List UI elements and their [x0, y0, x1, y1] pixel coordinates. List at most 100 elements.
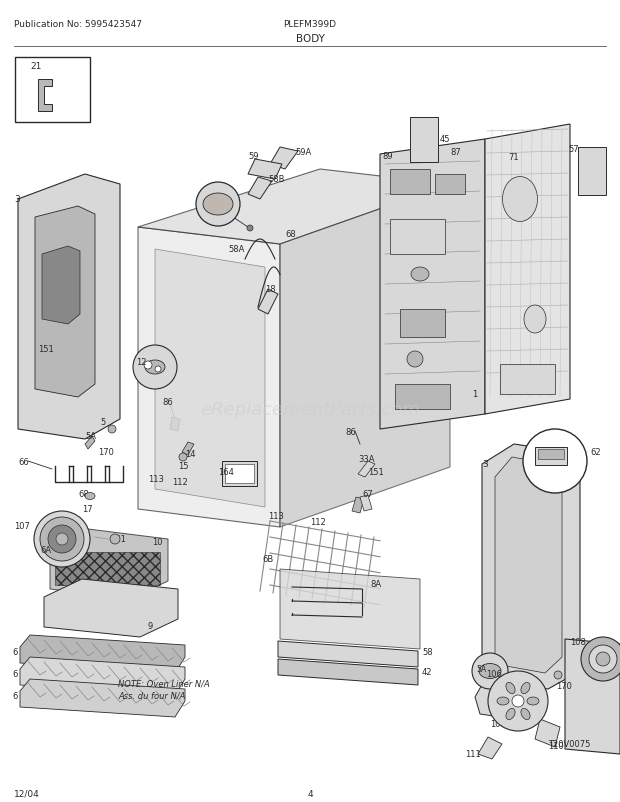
- Ellipse shape: [521, 708, 530, 719]
- Bar: [225, 464, 254, 484]
- Circle shape: [108, 426, 116, 433]
- Circle shape: [523, 429, 587, 493]
- Text: 86: 86: [162, 398, 173, 407]
- Text: 10: 10: [152, 537, 162, 546]
- Text: 6: 6: [12, 647, 17, 656]
- Circle shape: [247, 225, 253, 232]
- Polygon shape: [42, 247, 80, 325]
- Text: eReplacementParts.com: eReplacementParts.com: [200, 400, 420, 419]
- Polygon shape: [485, 125, 570, 415]
- Text: 58: 58: [422, 647, 433, 656]
- Text: 151: 151: [38, 345, 54, 354]
- Text: 58A: 58A: [228, 245, 244, 253]
- Text: 6A: 6A: [40, 545, 51, 554]
- Polygon shape: [20, 635, 185, 673]
- Polygon shape: [138, 228, 280, 528]
- Bar: [500, 365, 555, 395]
- Text: 164: 164: [218, 468, 234, 476]
- Ellipse shape: [527, 697, 539, 705]
- Ellipse shape: [502, 177, 538, 222]
- Text: 6B: 6B: [262, 554, 273, 563]
- Text: 12: 12: [136, 358, 146, 367]
- Polygon shape: [35, 207, 95, 398]
- Bar: [222, 461, 257, 486]
- Circle shape: [56, 533, 68, 545]
- Circle shape: [504, 675, 512, 683]
- Polygon shape: [18, 175, 120, 439]
- Text: Publication No: 5995423547: Publication No: 5995423547: [14, 20, 142, 29]
- Polygon shape: [380, 140, 485, 429]
- Polygon shape: [170, 418, 180, 431]
- Text: 87: 87: [450, 148, 461, 157]
- Bar: [410, 118, 438, 163]
- Polygon shape: [248, 178, 272, 200]
- Text: 68: 68: [78, 489, 89, 498]
- Circle shape: [110, 534, 120, 545]
- Text: 62: 62: [590, 448, 601, 456]
- Circle shape: [407, 351, 423, 367]
- Bar: [55, 553, 160, 585]
- Text: 68: 68: [285, 229, 296, 239]
- Circle shape: [488, 671, 548, 731]
- Polygon shape: [38, 80, 52, 111]
- Bar: [390, 170, 430, 195]
- Circle shape: [596, 652, 610, 666]
- Polygon shape: [182, 443, 194, 456]
- Polygon shape: [280, 569, 420, 649]
- Text: 151: 151: [368, 468, 384, 476]
- Polygon shape: [20, 657, 185, 695]
- Polygon shape: [138, 170, 450, 245]
- Circle shape: [589, 645, 617, 673]
- Polygon shape: [20, 679, 185, 717]
- Text: 57: 57: [568, 145, 578, 154]
- Text: PLEFM399D: PLEFM399D: [283, 20, 337, 29]
- Circle shape: [472, 653, 508, 689]
- Polygon shape: [535, 719, 560, 747]
- Text: 1: 1: [472, 390, 477, 399]
- Text: 12/04: 12/04: [14, 789, 40, 798]
- Ellipse shape: [203, 194, 233, 216]
- Circle shape: [144, 362, 152, 370]
- Bar: [535, 448, 567, 465]
- Text: 17: 17: [82, 504, 92, 513]
- Polygon shape: [358, 461, 375, 477]
- Bar: [400, 310, 445, 338]
- Polygon shape: [50, 529, 168, 599]
- Ellipse shape: [479, 664, 501, 678]
- Circle shape: [581, 638, 620, 681]
- Text: 66: 66: [18, 457, 29, 467]
- Ellipse shape: [521, 683, 530, 694]
- Polygon shape: [280, 184, 450, 528]
- Text: 106: 106: [486, 669, 502, 678]
- Bar: [15, 58, 90, 123]
- Bar: [435, 175, 465, 195]
- Polygon shape: [360, 496, 372, 512]
- Text: 59B: 59B: [204, 196, 220, 205]
- Polygon shape: [278, 659, 418, 685]
- Polygon shape: [352, 497, 364, 513]
- Text: 14: 14: [185, 449, 195, 459]
- Text: BODY: BODY: [296, 34, 324, 44]
- Circle shape: [133, 346, 177, 390]
- Bar: [390, 220, 445, 255]
- Text: 15: 15: [178, 461, 188, 471]
- Text: 112: 112: [310, 517, 326, 526]
- Text: 170: 170: [556, 681, 572, 691]
- Text: 111: 111: [465, 749, 480, 758]
- Text: 5A: 5A: [85, 431, 96, 440]
- Text: T20V0075: T20V0075: [547, 739, 590, 748]
- Polygon shape: [278, 642, 418, 667]
- Text: 112: 112: [172, 477, 188, 486]
- Text: 108: 108: [570, 638, 586, 646]
- Bar: [538, 449, 564, 460]
- Text: NOTE: Oven Liner N/A: NOTE: Oven Liner N/A: [118, 679, 210, 688]
- Text: 6: 6: [12, 669, 17, 678]
- Text: 170: 170: [98, 448, 114, 456]
- Text: 113: 113: [268, 512, 284, 520]
- Polygon shape: [155, 249, 265, 508]
- Text: 113: 113: [148, 475, 164, 484]
- Text: 5A: 5A: [476, 664, 486, 673]
- Polygon shape: [495, 457, 562, 673]
- Text: 161: 161: [110, 534, 126, 543]
- Text: 58B: 58B: [268, 175, 285, 184]
